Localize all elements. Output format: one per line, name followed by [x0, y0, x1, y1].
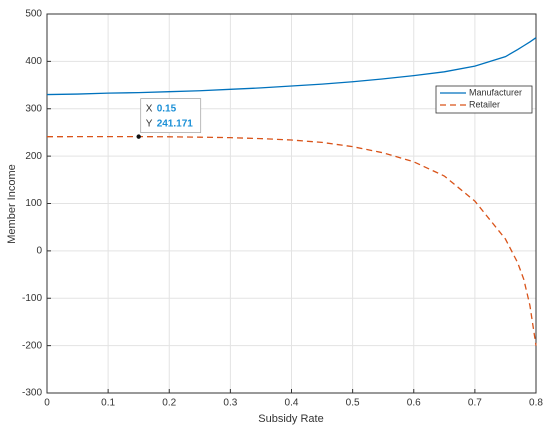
y-tick-label: 0: [36, 246, 42, 257]
datatip-y-label: Y: [146, 118, 153, 129]
x-tick-label: 0.1: [101, 398, 115, 409]
x-tick-label: 0.3: [223, 398, 237, 409]
y-tick-label: 200: [25, 151, 42, 162]
x-tick-label: 0.8: [529, 398, 543, 409]
series-line: [46, 135, 537, 346]
datatip-y-value: 241.171: [157, 118, 194, 129]
y-axis-label: Member Income: [6, 164, 18, 243]
y-tick-label: -300: [22, 388, 42, 399]
x-tick-label: 0.4: [285, 398, 299, 409]
legend-label: Retailer: [469, 99, 500, 109]
y-tick-label: 300: [25, 103, 42, 114]
legend: Manufacturer Retailer: [435, 85, 533, 114]
legend-label: Manufacturer: [469, 87, 522, 97]
datatip-box: [140, 98, 202, 134]
y-tick-label: -200: [22, 340, 42, 351]
y-tick-label: 400: [25, 56, 42, 67]
x-tick-label: 0: [44, 398, 50, 409]
datatip-x-value: 0.15: [157, 103, 177, 114]
y-tick-label: -100: [22, 293, 42, 304]
y-tick-label: 500: [25, 9, 42, 20]
x-tick-label: 0.6: [407, 398, 421, 409]
x-tick-label: 0.2: [162, 398, 176, 409]
legend-box: [435, 85, 533, 114]
x-tick-label: 0.5: [346, 398, 360, 409]
series-line: [46, 37, 537, 96]
datatip-marker: [136, 134, 141, 139]
axes-box: [46, 13, 537, 394]
x-tick-label: 0.7: [468, 398, 482, 409]
y-tick-label: 100: [25, 198, 42, 209]
datatip-x-label: X: [146, 103, 153, 114]
x-axis-label: Subsidy Rate: [258, 413, 323, 425]
